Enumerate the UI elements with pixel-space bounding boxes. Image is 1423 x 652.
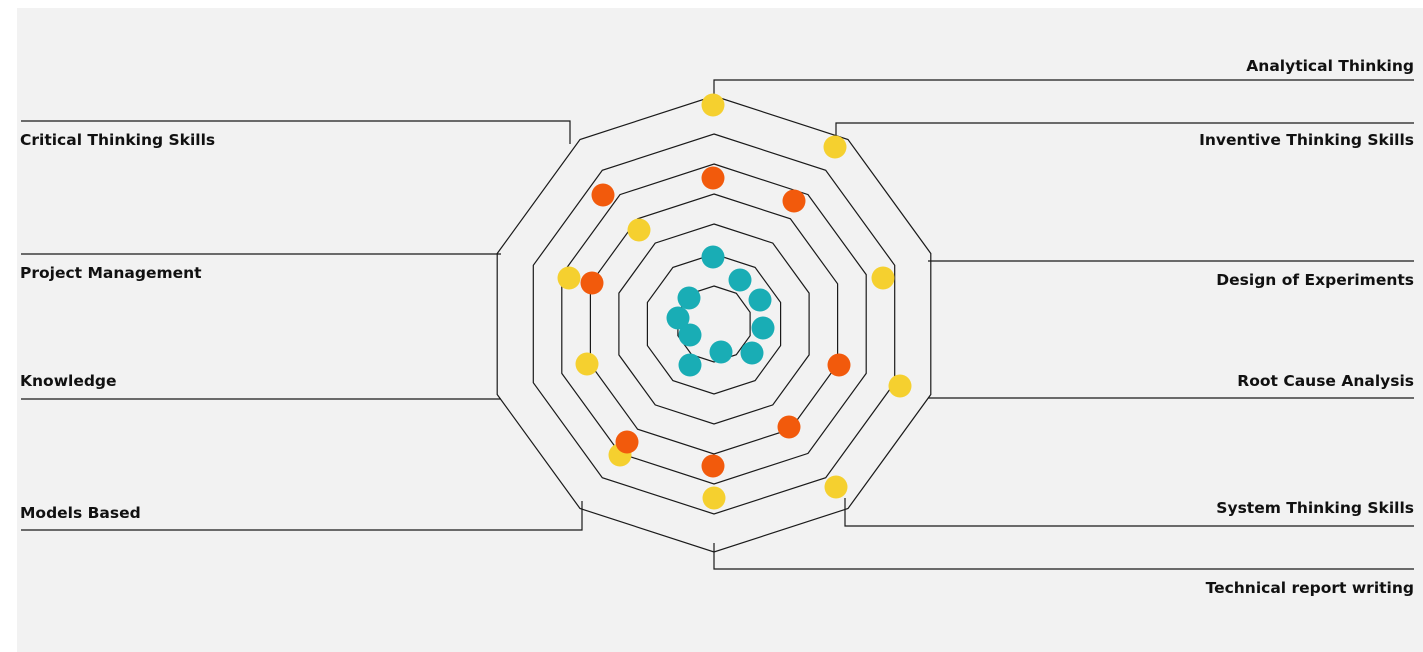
- ring-5: [561, 163, 867, 485]
- yellow-dot: [627, 218, 651, 242]
- leader-technical: [713, 543, 1414, 570]
- teal-dot: [677, 286, 701, 310]
- rating-dots: [557, 93, 912, 510]
- yellow-dot: [823, 135, 847, 159]
- yellow-dot: [888, 374, 912, 398]
- teal-dot: [728, 268, 752, 292]
- orange-dot: [615, 430, 639, 454]
- teal-dot: [709, 340, 733, 364]
- label-analytical-thinking: Analytical Thinking: [1246, 57, 1414, 75]
- label-models-based: Models Based: [20, 504, 141, 522]
- label-root-cause-analysis: Root Cause Analysis: [1237, 372, 1414, 390]
- orange-dot: [827, 353, 851, 377]
- label-system-thinking-skills: System Thinking Skills: [1216, 499, 1414, 517]
- teal-dot: [666, 306, 690, 330]
- teal-dot: [678, 353, 702, 377]
- ring-4: [589, 193, 839, 455]
- orange-dot: [591, 183, 615, 207]
- teal-dot: [751, 316, 775, 340]
- yellow-dot: [871, 266, 895, 290]
- orange-dot: [580, 271, 604, 295]
- orange-dot: [701, 166, 725, 190]
- leader-system: [844, 498, 1414, 527]
- yellow-dot: [575, 352, 599, 376]
- orange-dot: [777, 415, 801, 439]
- diagram-background: Analytical Thinking Inventive Thinking S…: [17, 8, 1423, 652]
- yellow-dot: [701, 93, 725, 117]
- yellow-dot: [824, 475, 848, 499]
- orange-dot: [782, 189, 806, 213]
- ring-3: [618, 223, 810, 425]
- orange-dot: [701, 454, 725, 478]
- leader-critical: [21, 120, 571, 144]
- ring-2: [646, 253, 782, 395]
- skill-labels: Analytical Thinking Inventive Thinking S…: [20, 57, 1414, 597]
- radar-diagram: Analytical Thinking Inventive Thinking S…: [20, 57, 1414, 597]
- label-inventive-thinking-skills: Inventive Thinking Skills: [1199, 131, 1414, 149]
- teal-dot: [748, 288, 772, 312]
- teal-dot: [678, 323, 702, 347]
- label-knowledge: Knowledge: [20, 372, 117, 390]
- leader-models: [21, 501, 583, 531]
- label-technical-report-writing: Technical report writing: [1206, 579, 1414, 597]
- yellow-dot: [557, 266, 581, 290]
- decagon-rings: [496, 95, 932, 553]
- yellow-dot: [702, 486, 726, 510]
- ring-6: [532, 133, 896, 515]
- teal-dot: [740, 341, 764, 365]
- leader-analytical: [713, 79, 1414, 103]
- label-design-of-experiments: Design of Experiments: [1216, 271, 1414, 289]
- label-project-management: Project Management: [20, 264, 202, 282]
- teal-dot: [701, 245, 725, 269]
- label-critical-thinking-skills: Critical Thinking Skills: [20, 131, 215, 149]
